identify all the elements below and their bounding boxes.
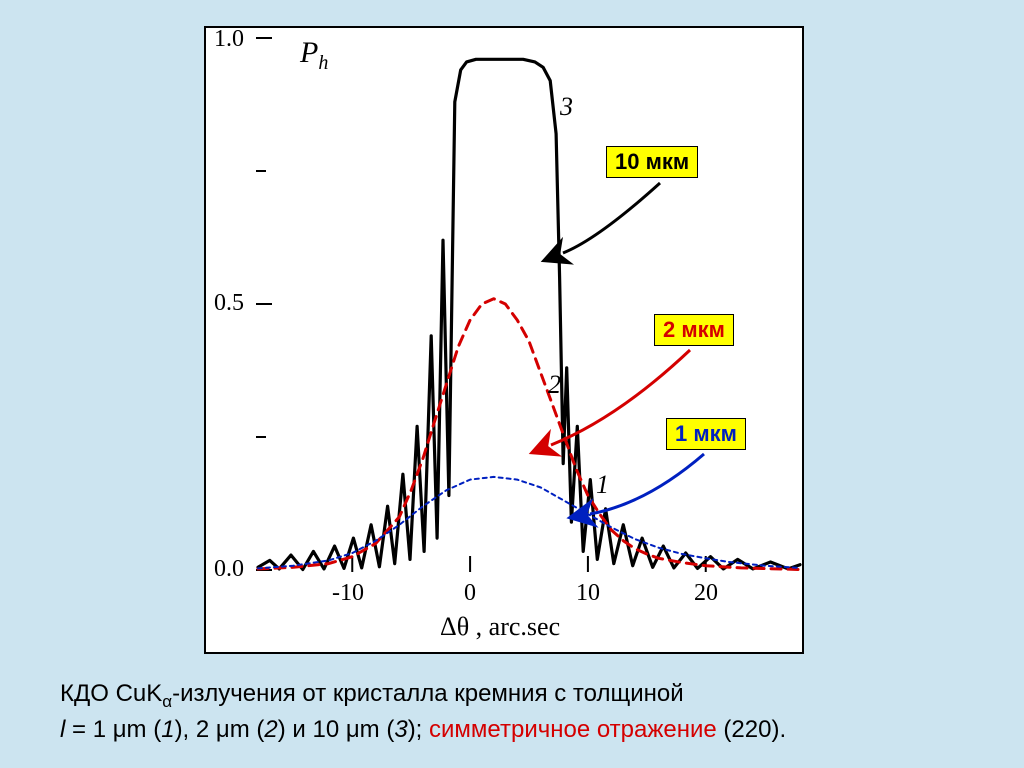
ytick-0: 0.0 [214, 556, 244, 583]
xtick-20: 20 [694, 580, 718, 607]
caption: КДО CuKα-излучения от кристалла кремния … [60, 678, 980, 746]
ytick-1: 1.0 [214, 26, 244, 53]
curve-num-2: 2 [548, 370, 561, 400]
x-axis-label: Δθ , arc.sec [440, 612, 560, 642]
callout-2um: 2 мкм [654, 314, 734, 346]
callout-10um: 10 мкм [606, 146, 698, 178]
curve-num-1: 1 [596, 470, 609, 500]
ytick-05: 0.5 [214, 290, 244, 317]
curve-num-3: 3 [560, 92, 573, 122]
callout-1um: 1 мкм [666, 418, 746, 450]
xtick-m10: -10 [332, 580, 364, 607]
xtick-0: 0 [464, 580, 476, 607]
xtick-10: 10 [576, 580, 600, 607]
y-axis-label: Ph [300, 36, 328, 75]
